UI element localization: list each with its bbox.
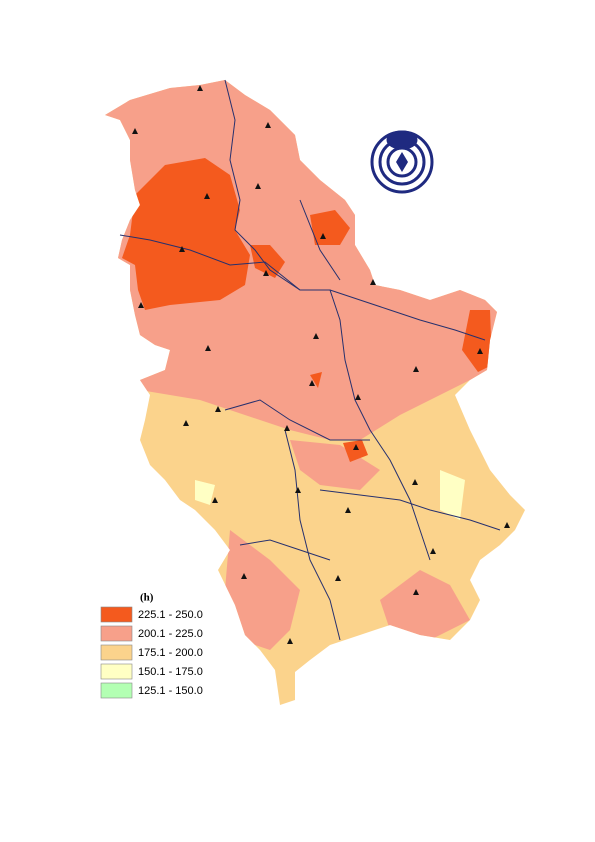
legend: (h) 225.1 - 250.0 200.1 - 225.0 175.1 - 20… [100,592,203,699]
legend-label: 175.1 - 200.0 [138,647,203,659]
river [224,399,370,441]
legend-label: 150.1 - 175.0 [138,666,203,678]
zone [122,158,250,310]
zone [290,440,380,490]
legend-label: 225.1 - 250.0 [138,609,203,621]
legend-label: 200.1 - 225.0 [138,628,203,640]
legend-swatch [100,663,133,680]
zone [310,372,322,388]
zone [195,480,215,505]
zone [343,440,368,462]
river [319,489,501,531]
zone [250,245,285,278]
legend-swatch [100,644,133,661]
rivers [119,79,501,641]
legend-swatch [100,682,133,699]
zone [462,310,492,372]
river [329,289,486,341]
zones [105,80,525,705]
river [299,199,341,281]
logo-star [396,152,408,172]
zone [310,210,350,245]
legend-title: (h) [140,592,154,604]
zone [440,470,465,520]
river [119,234,301,291]
zone [225,530,300,650]
logo-cap [386,130,418,150]
logo [370,130,434,194]
legend-swatch [100,625,133,642]
river [284,429,341,641]
legend-label: 125.1 - 150.0 [138,685,203,697]
river [239,539,331,561]
legend-swatch [100,606,133,623]
zone [380,570,470,640]
